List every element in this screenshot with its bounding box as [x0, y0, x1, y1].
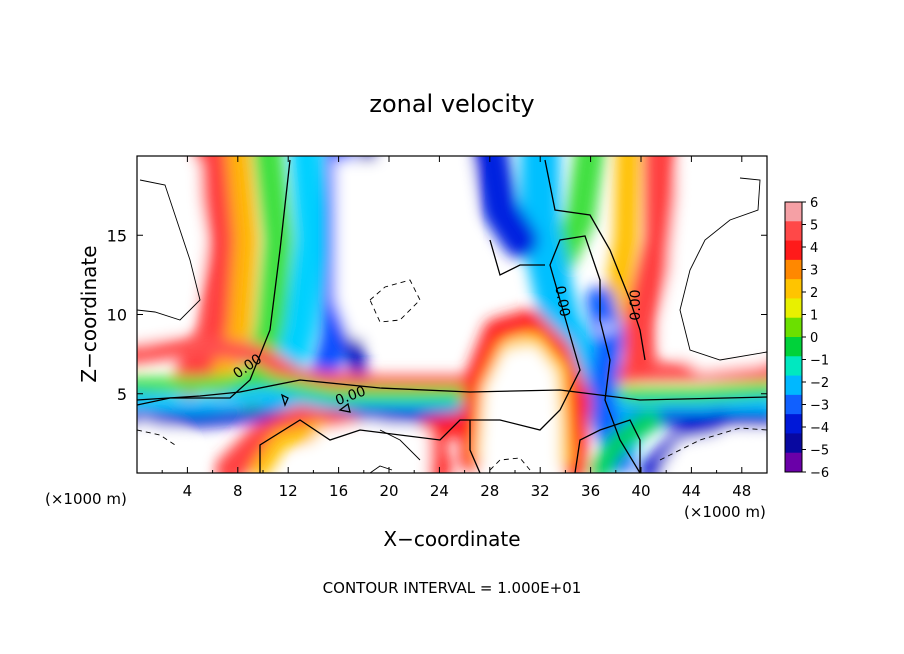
x-unit-right: (×1000 m)	[684, 503, 766, 521]
colorbar-swatch	[785, 433, 802, 454]
field-band	[545, 156, 605, 275]
chart-title: zonal velocity	[369, 90, 534, 118]
field-band	[459, 309, 591, 473]
contour-line	[259, 235, 641, 473]
colorbar-tick-label: 4	[810, 241, 818, 256]
colorbar-swatch	[785, 279, 802, 299]
colorbar: 6 5 4 3 2 1 0 −1 −2 −3 −4 −5 −6	[784, 196, 829, 481]
colorbar-tick-label: −5	[810, 444, 829, 459]
zero-region	[137, 160, 204, 345]
x-axis-label: X−coordinate	[383, 527, 520, 551]
contour-line-thin	[679, 177, 767, 361]
x-tick-label: 4	[183, 482, 193, 500]
colorbar-swatch	[785, 221, 802, 242]
x-tick-label: 24	[430, 482, 449, 500]
x-tick-label: 36	[581, 482, 600, 500]
contour-line-thin	[659, 427, 767, 461]
colorbar-tick-label: −1	[810, 354, 829, 369]
colorbar-swatch	[785, 202, 802, 222]
y-tick-label: 5	[117, 385, 127, 404]
contour-line-thin	[379, 429, 421, 461]
x-tick-label: 32	[531, 482, 550, 500]
x-tick-label: 20	[379, 482, 398, 500]
contour-line	[544, 159, 646, 361]
field-band	[251, 421, 329, 473]
x-tick-label: 16	[329, 482, 348, 500]
contour-line	[574, 419, 641, 473]
colorbar-tick-label: −3	[810, 399, 829, 414]
colorbar-tick-label: 3	[810, 264, 818, 279]
colorbar-swatch	[785, 375, 802, 396]
zero-region	[665, 160, 767, 372]
contour-line	[469, 420, 481, 473]
contour-line	[280, 393, 289, 407]
colorbar-tick-label: 2	[810, 286, 818, 301]
colorbar-swatch	[785, 259, 802, 280]
contour-line	[338, 402, 351, 413]
heatmap-field: 0.000.000.00 0.00	[137, 156, 767, 473]
colorbar-swatch	[785, 394, 802, 415]
colorbar-tick-label: −4	[810, 421, 829, 436]
x-tick-label: 28	[480, 482, 499, 500]
field-band	[586, 286, 634, 473]
y-tick-label: 10	[107, 306, 127, 325]
x-tick-label: 8	[233, 482, 243, 500]
colorbar-swatch	[785, 337, 802, 357]
zero-region	[300, 420, 430, 470]
field-band	[472, 156, 538, 258]
zero-region	[137, 420, 200, 470]
y-axis-label: Z−coordinate	[77, 245, 101, 382]
colorbar-tick-label: 0	[810, 331, 818, 346]
zero-region	[660, 430, 767, 470]
contour-interval-footer: CONTOUR INTERVAL = 1.000E+01	[323, 579, 582, 597]
contour-line	[489, 239, 545, 276]
contour-line-thin	[369, 279, 421, 323]
y-tick-label: 15	[107, 226, 127, 245]
colorbar-swatch	[785, 298, 802, 319]
colorbar-swatch	[785, 356, 802, 377]
zero-region	[335, 160, 470, 340]
colorbar-tick-label: 1	[810, 309, 818, 324]
contour-label: 0.00	[628, 289, 644, 320]
colorbar-tick-label: 5	[810, 219, 818, 234]
contour-line-thin	[369, 465, 393, 473]
colorbar-swatch	[785, 414, 802, 434]
x-tick-label: 12	[279, 482, 298, 500]
x-tick-label: 48	[732, 482, 751, 500]
x-unit-left: (×1000 m)	[45, 490, 127, 508]
x-tick-label: 44	[682, 482, 701, 500]
contour-label: 0.00	[551, 285, 572, 318]
field-band	[137, 372, 767, 403]
zero-region	[480, 345, 560, 470]
colorbar-swatch	[785, 317, 802, 338]
x-tick-label: 40	[631, 482, 650, 500]
field-band	[624, 156, 676, 376]
contour-line-thin	[137, 179, 201, 321]
colorbar-swatch	[785, 452, 802, 473]
field-band	[602, 156, 640, 322]
colorbar-tick-label: −6	[810, 466, 829, 481]
zero-region	[600, 322, 614, 334]
colorbar-tick-label: 6	[810, 196, 818, 211]
contour-line	[137, 379, 767, 401]
colorbar-tick-label: −2	[810, 376, 829, 391]
colorbar-swatch	[785, 240, 802, 261]
